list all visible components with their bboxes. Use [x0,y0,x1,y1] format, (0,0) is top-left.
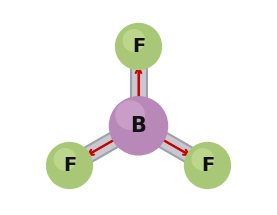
Text: F: F [201,156,214,175]
Text: F: F [132,37,145,56]
Circle shape [191,148,214,171]
Circle shape [109,96,168,156]
Circle shape [122,29,145,52]
Circle shape [184,142,231,189]
Circle shape [54,148,76,171]
Circle shape [115,100,145,130]
Text: F: F [63,156,76,175]
Circle shape [46,142,93,189]
Text: B: B [130,116,147,136]
Circle shape [115,23,162,70]
